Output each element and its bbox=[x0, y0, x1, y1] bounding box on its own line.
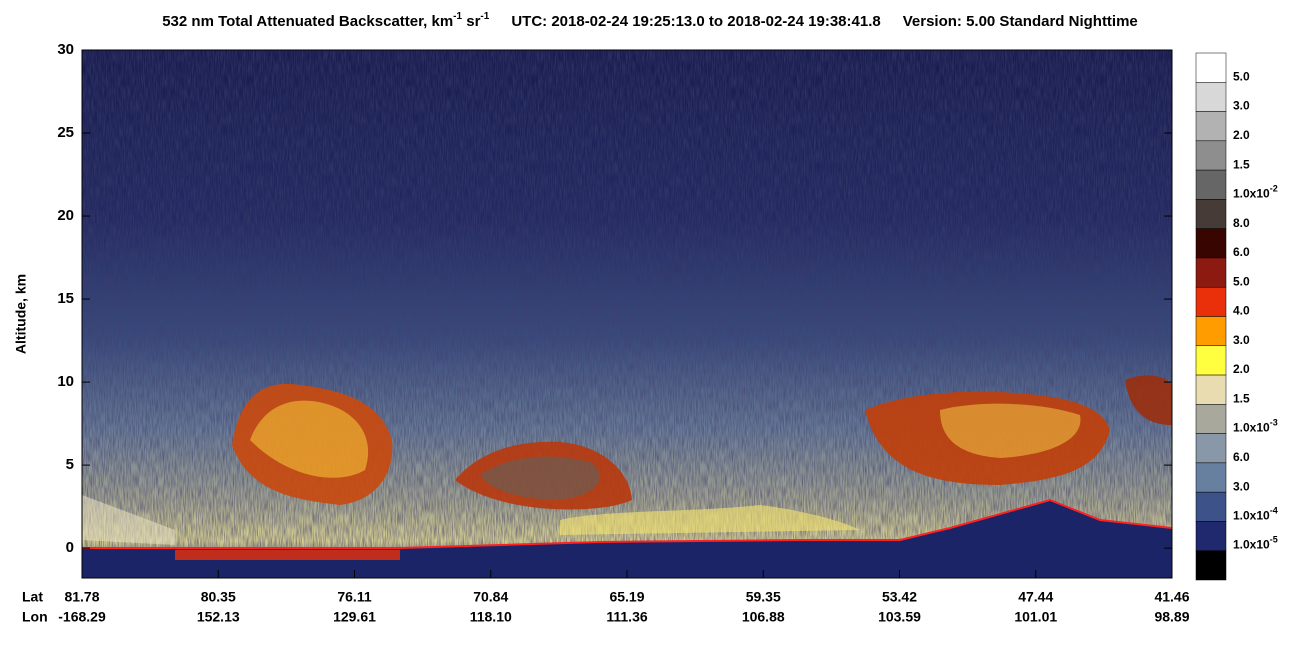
colorbar-label: 1.0x10-5 bbox=[1233, 535, 1278, 552]
colorbar-label: 1.5 bbox=[1233, 157, 1250, 171]
colorbar-exponent: -5 bbox=[1270, 535, 1278, 545]
lat-label: 47.44 bbox=[1018, 589, 1053, 605]
backscatter-image bbox=[82, 50, 1172, 578]
title-sup: -1 bbox=[480, 11, 489, 22]
colorbar-box bbox=[1195, 228, 1227, 259]
colorbar-label: 1.0x10-3 bbox=[1233, 418, 1278, 435]
colorbar-mantissa: 1.0x10 bbox=[1233, 421, 1270, 435]
y-tick-label: 30 bbox=[57, 41, 74, 58]
colorbar-box bbox=[1195, 404, 1227, 434]
colorbar-box bbox=[1195, 199, 1227, 229]
colorbar-label: 6.0 bbox=[1233, 245, 1250, 259]
colorbar-box bbox=[1195, 316, 1227, 347]
lat-label: 65.19 bbox=[609, 589, 644, 605]
colorbar-box bbox=[1195, 374, 1227, 405]
colorbar-box bbox=[1195, 462, 1227, 493]
lat-label: 70.84 bbox=[473, 589, 508, 605]
title-text: 532 nm Total Attenuated Backscatter, km bbox=[162, 13, 453, 30]
colorbar-label: 3.0 bbox=[1233, 333, 1250, 347]
y-tick-label: 10 bbox=[57, 373, 74, 390]
colorbar-label: 5.0 bbox=[1233, 69, 1250, 83]
colorbar-exponent: -2 bbox=[1270, 184, 1278, 194]
lat-label: 53.42 bbox=[882, 589, 917, 605]
lon-label: 103.59 bbox=[878, 609, 921, 625]
colorbar-label: 1.0x10-2 bbox=[1233, 184, 1278, 201]
colorbar-label: 4.0 bbox=[1233, 304, 1250, 318]
title-sup: -1 bbox=[453, 11, 462, 22]
y-tick-label: 20 bbox=[57, 207, 74, 224]
lat-label: 81.78 bbox=[64, 589, 99, 605]
y-tick-label: 5 bbox=[66, 456, 74, 473]
lon-label: 106.88 bbox=[742, 609, 785, 625]
colorbar-label: 8.0 bbox=[1233, 216, 1250, 230]
colorbar-box bbox=[1195, 82, 1227, 112]
colorbar-label: 1.0x10-4 bbox=[1233, 506, 1278, 523]
colorbar-box bbox=[1195, 345, 1227, 376]
colorbar-label: 6.0 bbox=[1233, 450, 1250, 464]
clouds bbox=[82, 375, 1172, 545]
lon-label: 118.10 bbox=[470, 609, 512, 625]
x-row-label: Lon bbox=[22, 609, 48, 625]
y-tick-label: 0 bbox=[66, 539, 74, 556]
colorbar-exponent: -3 bbox=[1270, 418, 1278, 428]
colorbar-box bbox=[1195, 286, 1227, 317]
lon-label: 152.13 bbox=[197, 609, 240, 625]
colorbar-box bbox=[1195, 111, 1227, 142]
colorbar-label: 2.0 bbox=[1233, 128, 1250, 142]
colorbar-box bbox=[1195, 521, 1227, 551]
colorbar-mantissa: 1.0x10 bbox=[1233, 538, 1270, 552]
colorbar-box bbox=[1195, 433, 1227, 464]
colorbar-box bbox=[1195, 491, 1227, 522]
lat-label: 59.35 bbox=[746, 589, 781, 605]
lat-label: 76.11 bbox=[337, 589, 371, 605]
colorbar-mantissa: 1.0x10 bbox=[1233, 187, 1270, 201]
colorbar: 5.03.02.01.51.0x10-28.06.05.04.03.02.01.… bbox=[1195, 52, 1278, 581]
lon-label: 98.89 bbox=[1154, 609, 1189, 625]
lon-label: 111.36 bbox=[606, 609, 647, 625]
title-text: sr bbox=[462, 13, 481, 30]
lon-label: 129.61 bbox=[333, 609, 376, 625]
colorbar-box bbox=[1195, 140, 1227, 171]
colorbar-label: 3.0 bbox=[1233, 99, 1250, 113]
colorbar-label: 2.0 bbox=[1233, 362, 1250, 376]
colorbar-label: 3.0 bbox=[1233, 479, 1250, 493]
lon-label: 101.01 bbox=[1014, 609, 1057, 625]
colorbar-label: 5.0 bbox=[1233, 274, 1250, 288]
colorbar-exponent: -4 bbox=[1270, 506, 1278, 516]
colorbar-box bbox=[1195, 169, 1227, 200]
y-axis-label: Altitude, km bbox=[13, 274, 29, 354]
version: Version: 5.00 Standard Nighttime bbox=[903, 13, 1138, 30]
title: 532 nm Total Attenuated Backscatter, km-… bbox=[162, 11, 1138, 30]
lat-label: 80.35 bbox=[201, 589, 236, 605]
colorbar-box bbox=[1195, 257, 1227, 288]
y-tick-label: 25 bbox=[57, 124, 74, 141]
colorbar-label: 1.5 bbox=[1233, 392, 1250, 406]
surface-return bbox=[175, 550, 400, 560]
lat-label: 41.46 bbox=[1154, 589, 1189, 605]
colorbar-mantissa: 1.0x10 bbox=[1233, 509, 1270, 523]
colorbar-box bbox=[1195, 52, 1227, 83]
time-range: UTC: 2018-02-24 19:25:13.0 to 2018-02-24… bbox=[511, 13, 880, 30]
x-row-label: Lat bbox=[22, 589, 43, 605]
lon-label: -168.29 bbox=[58, 609, 106, 625]
y-tick-label: 15 bbox=[57, 290, 74, 307]
surface-line bbox=[82, 498, 1172, 549]
colorbar-box bbox=[1195, 550, 1227, 581]
